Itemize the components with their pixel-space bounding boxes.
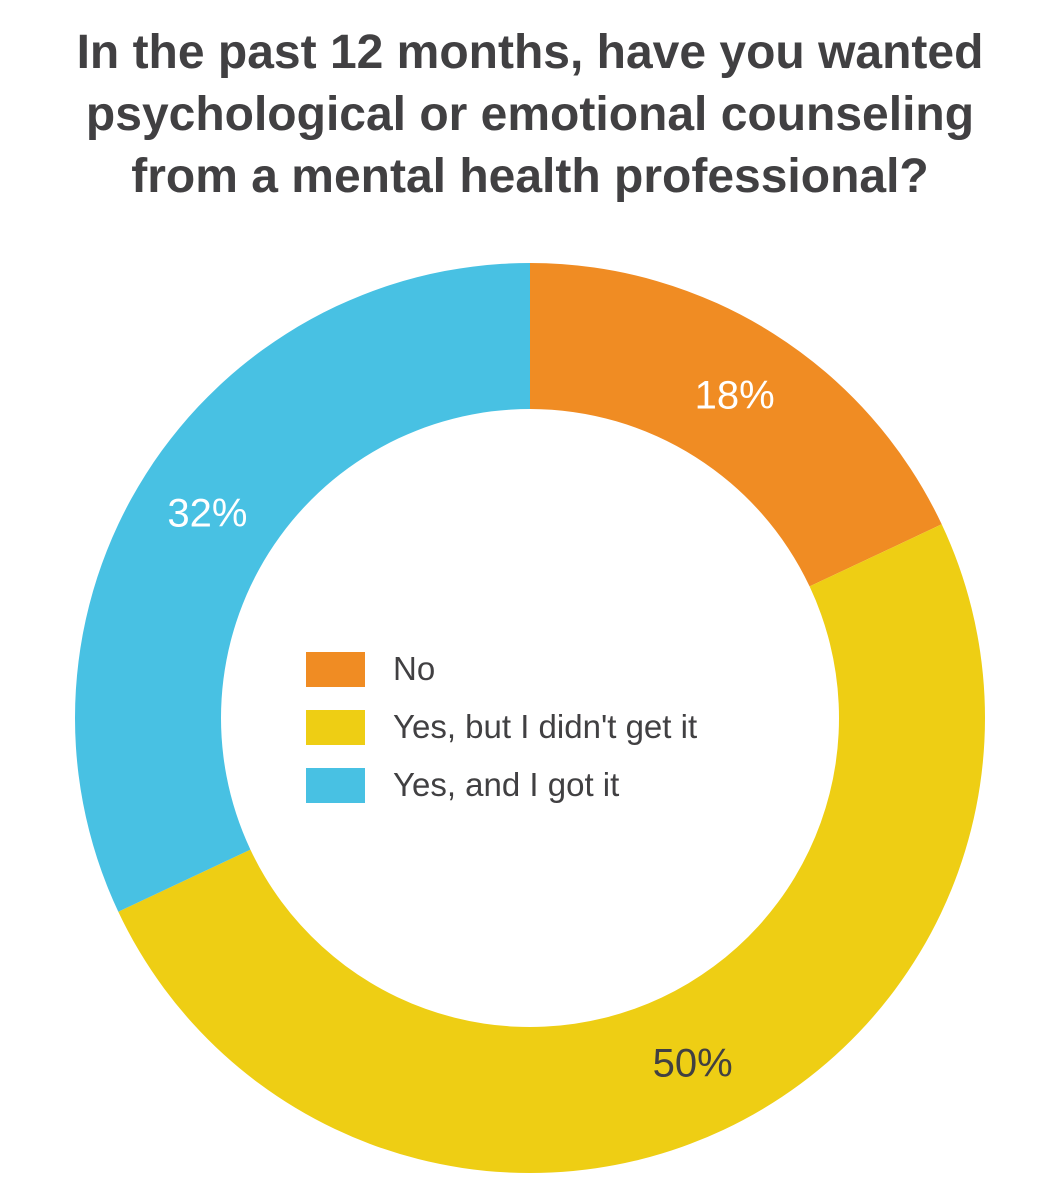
data-label-2: 50% — [653, 1042, 733, 1086]
data-label-3: 32% — [167, 491, 247, 535]
legend-label-yes-didnt-get: Yes, but I didn't get it — [393, 708, 698, 745]
legend: No Yes, but I didn't get it Yes, and I g… — [306, 640, 697, 814]
legend-swatch-yes-didnt-get — [306, 709, 365, 745]
chart-title: In the past 12 months, have you wanted p… — [0, 22, 1060, 208]
slice-no — [530, 263, 942, 587]
legend-item-no: No — [306, 640, 697, 698]
data-label-1: 18% — [695, 373, 775, 417]
title-line-3: from a mental health professional? — [131, 150, 929, 203]
slice-yes-but-i-didn-t-get-it — [118, 524, 986, 1173]
legend-label-no: No — [393, 650, 436, 687]
legend-label-yes-got-it: Yes, and I got it — [393, 766, 620, 803]
legend-item-yes-got-it: Yes, and I got it — [306, 756, 697, 814]
title-line-2: psychological or emotional counseling — [85, 88, 975, 141]
legend-swatch-yes-got-it — [306, 767, 365, 803]
title-line-1: In the past 12 months, have you wanted — [76, 26, 984, 79]
legend-swatch-no — [306, 651, 365, 687]
slice-yes-and-i-got-it — [74, 263, 531, 912]
legend-item-yes-didnt-get: Yes, but I didn't get it — [306, 698, 697, 756]
